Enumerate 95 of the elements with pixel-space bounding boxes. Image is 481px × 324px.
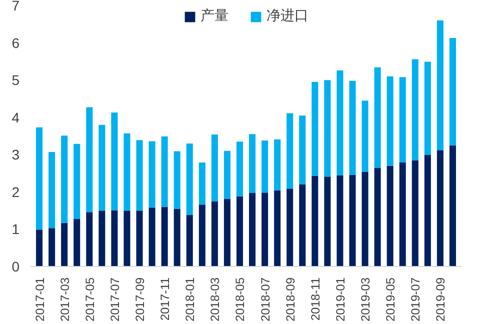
bar	[98, 124, 106, 211]
legend-label: 净进口	[266, 7, 308, 25]
x-tick-label: 2019-01	[333, 277, 348, 322]
bar	[374, 67, 381, 168]
bar	[48, 152, 56, 228]
bar	[198, 162, 206, 205]
y-tick-label: 6	[12, 34, 20, 51]
bar	[362, 172, 368, 266]
bar	[349, 80, 356, 175]
y-tick-label: 1	[12, 221, 20, 238]
x-tick-label: 2019-07	[408, 277, 423, 322]
bar	[386, 166, 394, 266]
bar	[424, 62, 431, 156]
bar	[274, 190, 281, 266]
x-tick-label: 2018-01	[183, 277, 198, 322]
bar	[74, 218, 80, 266]
bar	[274, 139, 281, 190]
bar	[136, 210, 143, 266]
bar	[136, 140, 143, 211]
x-tick-label: 2017-03	[58, 277, 72, 322]
bar	[224, 199, 230, 266]
x-tick-label: 2019-09	[434, 277, 448, 322]
bar	[324, 80, 331, 177]
bar	[362, 100, 368, 172]
x-tick-label: 2018-11	[308, 277, 322, 321]
x-tick-label: 2018-05	[233, 277, 248, 322]
bar	[236, 196, 243, 266]
x-tick-label: 2019-05	[384, 277, 398, 322]
bar	[86, 212, 93, 266]
bar	[48, 228, 56, 266]
bar	[148, 208, 156, 266]
y-tick-label: 2	[12, 184, 20, 200]
bar	[249, 193, 256, 266]
bar	[336, 176, 344, 266]
bar	[236, 142, 243, 196]
bar	[148, 141, 156, 208]
bar	[312, 82, 318, 176]
x-tick-label: 2018-03	[208, 277, 222, 322]
bar	[449, 145, 456, 266]
bar	[349, 174, 356, 266]
y-tick-label: 0	[12, 258, 20, 274]
bar	[262, 192, 268, 266]
bar	[98, 210, 106, 266]
bar	[386, 76, 394, 166]
bar	[174, 208, 180, 266]
bar	[211, 134, 218, 202]
x-tick-label: 2017-01	[32, 277, 47, 322]
bar	[124, 133, 130, 211]
bar	[186, 143, 193, 216]
x-tick-label: 2017-09	[133, 277, 148, 322]
bar	[111, 112, 118, 210]
bar	[399, 162, 406, 266]
bar	[124, 210, 130, 266]
bar	[299, 115, 306, 184]
bar	[224, 150, 230, 200]
bar	[374, 168, 381, 266]
bar	[74, 144, 80, 219]
bar	[262, 140, 268, 193]
x-tick-label: 2018-09	[283, 277, 298, 322]
bar	[61, 136, 68, 223]
bar	[211, 201, 218, 266]
bar	[36, 127, 43, 230]
y-tick-label: 5	[12, 72, 20, 88]
bar	[174, 151, 180, 209]
bar	[312, 176, 318, 266]
bar	[286, 113, 294, 189]
bar	[336, 70, 344, 176]
x-tick-label: 2018-07	[258, 277, 272, 322]
bar	[86, 107, 93, 212]
legend-label: 产量	[200, 7, 228, 25]
bar	[161, 136, 168, 207]
bar	[111, 210, 118, 266]
bar	[186, 215, 193, 266]
y-tick-label: 7	[12, 0, 20, 14]
bar	[436, 150, 444, 266]
bar	[436, 20, 444, 150]
bar	[424, 155, 431, 266]
bar	[412, 160, 418, 266]
y-tick-label: 3	[12, 146, 20, 163]
x-tick-label: 2017-11	[158, 277, 172, 321]
x-tick-label: 2019-03	[358, 277, 373, 322]
bar	[249, 134, 256, 194]
bar	[61, 222, 68, 266]
bar	[36, 230, 43, 266]
bar	[299, 184, 306, 266]
y-tick-label: 4	[12, 109, 20, 126]
bar	[449, 38, 456, 146]
x-tick-label: 2017-05	[82, 277, 97, 322]
bar	[412, 59, 418, 160]
bar	[399, 77, 406, 162]
bar	[198, 204, 206, 266]
bar	[161, 206, 168, 266]
bar	[324, 176, 331, 266]
x-tick-label: 2017-07	[108, 277, 122, 322]
bar	[286, 188, 294, 266]
